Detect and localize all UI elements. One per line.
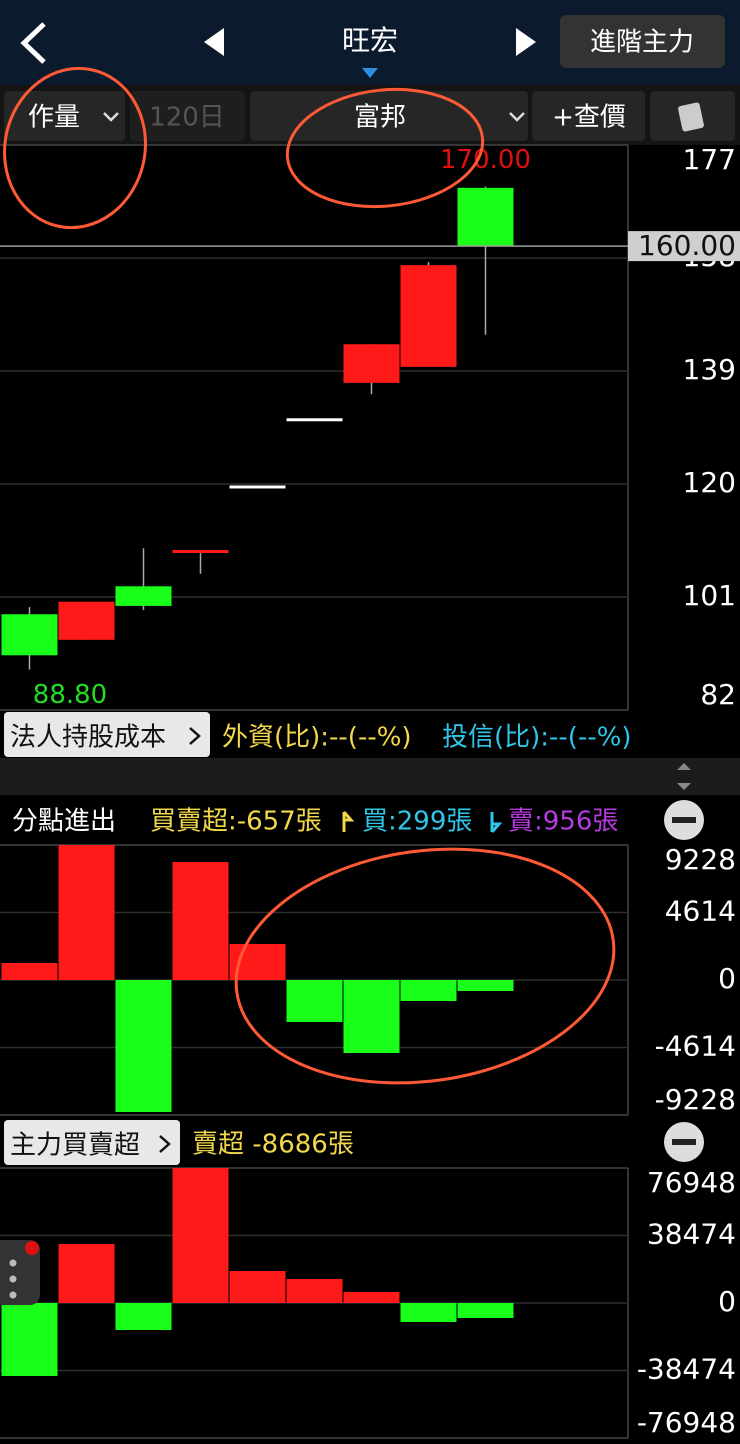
prev-stock[interactable]: [204, 28, 224, 56]
bar: [400, 980, 457, 1001]
candle-body: [229, 485, 286, 489]
panel-title: 分點進出: [12, 807, 116, 837]
hand-drawn-circle: [234, 847, 616, 1085]
back-button[interactable]: [20, 22, 46, 64]
bar: [286, 1278, 343, 1303]
dot: [9, 1291, 17, 1299]
y-tick-label: 177: [683, 143, 736, 176]
bar: [343, 1291, 400, 1303]
chevron: [509, 112, 525, 122]
chevron: [103, 112, 119, 122]
summary-item: 賣:956張: [508, 807, 618, 837]
candle-body: [343, 344, 400, 383]
y-tick-label: -38474: [637, 1353, 736, 1386]
plots: 17715813912010182170.0088.80160.00922846…: [0, 143, 740, 1439]
extreme-label: 88.80: [33, 680, 107, 710]
bar: [229, 1270, 286, 1303]
y-tick-label: 120: [683, 466, 736, 499]
chevron: [159, 1135, 171, 1153]
y-tick-label: 0: [718, 1285, 736, 1318]
bar: [172, 1168, 229, 1303]
dot: [9, 1259, 17, 1267]
bar: [58, 1243, 115, 1303]
y-tick-label: 4614: [665, 895, 736, 928]
minus-icon: [672, 1139, 696, 1145]
chevron: [189, 727, 201, 745]
quote-label: +查價: [552, 103, 626, 133]
bar: [172, 861, 229, 980]
stock-title: 旺宏: [342, 24, 398, 57]
hand-drawn-circle: [285, 87, 485, 209]
down-arrow: [490, 812, 503, 833]
broker-label: 富邦: [354, 103, 406, 133]
y-tick-label: -4614: [655, 1030, 736, 1063]
bar: [400, 1303, 457, 1323]
next-stock[interactable]: [516, 28, 536, 56]
up-arrow: [342, 811, 355, 832]
bar: [115, 980, 172, 1113]
price-tag: [628, 231, 740, 262]
y-tick-label: -9228: [655, 1083, 736, 1116]
hand-drawn-circle: [3, 66, 147, 230]
y-tick-label: -76948: [637, 1406, 736, 1439]
bar: [457, 980, 514, 992]
candle-body: [1, 614, 58, 656]
candle-body: [115, 586, 172, 606]
cost-button-label: 法人持股成本: [10, 723, 166, 753]
candle-body: [172, 550, 229, 554]
splitter[interactable]: [0, 758, 740, 795]
quote-button[interactable]: [532, 91, 645, 141]
y-tick-label: 139: [683, 353, 736, 386]
dot: [9, 1275, 17, 1283]
summary-item: 買:299張: [362, 807, 472, 837]
bar: [115, 1303, 172, 1331]
candle-body: [286, 418, 343, 422]
extreme-label: 170.00: [440, 145, 531, 175]
cost-item: 外資(比):--(--%): [222, 723, 412, 753]
cost-button[interactable]: [4, 712, 210, 757]
summary-item: 買賣超:-657張: [150, 807, 322, 837]
y-tick-label: 82: [700, 678, 736, 711]
notification-dot: [25, 1241, 39, 1255]
bar: [1, 963, 58, 980]
period-label: 120日: [149, 103, 225, 133]
bar: [1, 1303, 58, 1377]
price-tag-label: 160.00: [638, 229, 736, 262]
y-tick-label: 101: [683, 579, 736, 612]
candle-body: [58, 601, 115, 640]
candle-body: [457, 187, 514, 247]
minus-icon: [672, 817, 696, 823]
period-button[interactable]: [130, 91, 245, 141]
drag-handle[interactable]: [677, 763, 691, 790]
indicator-label: 作量: [28, 103, 80, 133]
advanced-button-label: 進階主力: [590, 28, 694, 58]
advanced-button[interactable]: [560, 15, 725, 68]
bar: [343, 980, 400, 1054]
panel-title: 主力買賣超: [10, 1131, 140, 1161]
title-indicator: [362, 68, 378, 78]
main-force-button[interactable]: [4, 1120, 180, 1165]
bar: [286, 980, 343, 1023]
floating-widget[interactable]: [0, 1240, 40, 1305]
summary-item: 賣超 -8686張: [192, 1130, 354, 1160]
y-tick-label: 0: [718, 962, 736, 995]
y-tick-label: 9228: [665, 843, 736, 876]
bar: [58, 845, 115, 980]
y-tick-label: 38474: [647, 1218, 736, 1251]
y-tick-label: 76948: [647, 1166, 736, 1199]
bar: [457, 1303, 514, 1319]
rotate-icon: [678, 102, 704, 132]
indicator-dropdown[interactable]: [4, 91, 125, 141]
candle-body: [400, 265, 457, 367]
cost-item: 投信(比):--(--%): [442, 723, 632, 753]
